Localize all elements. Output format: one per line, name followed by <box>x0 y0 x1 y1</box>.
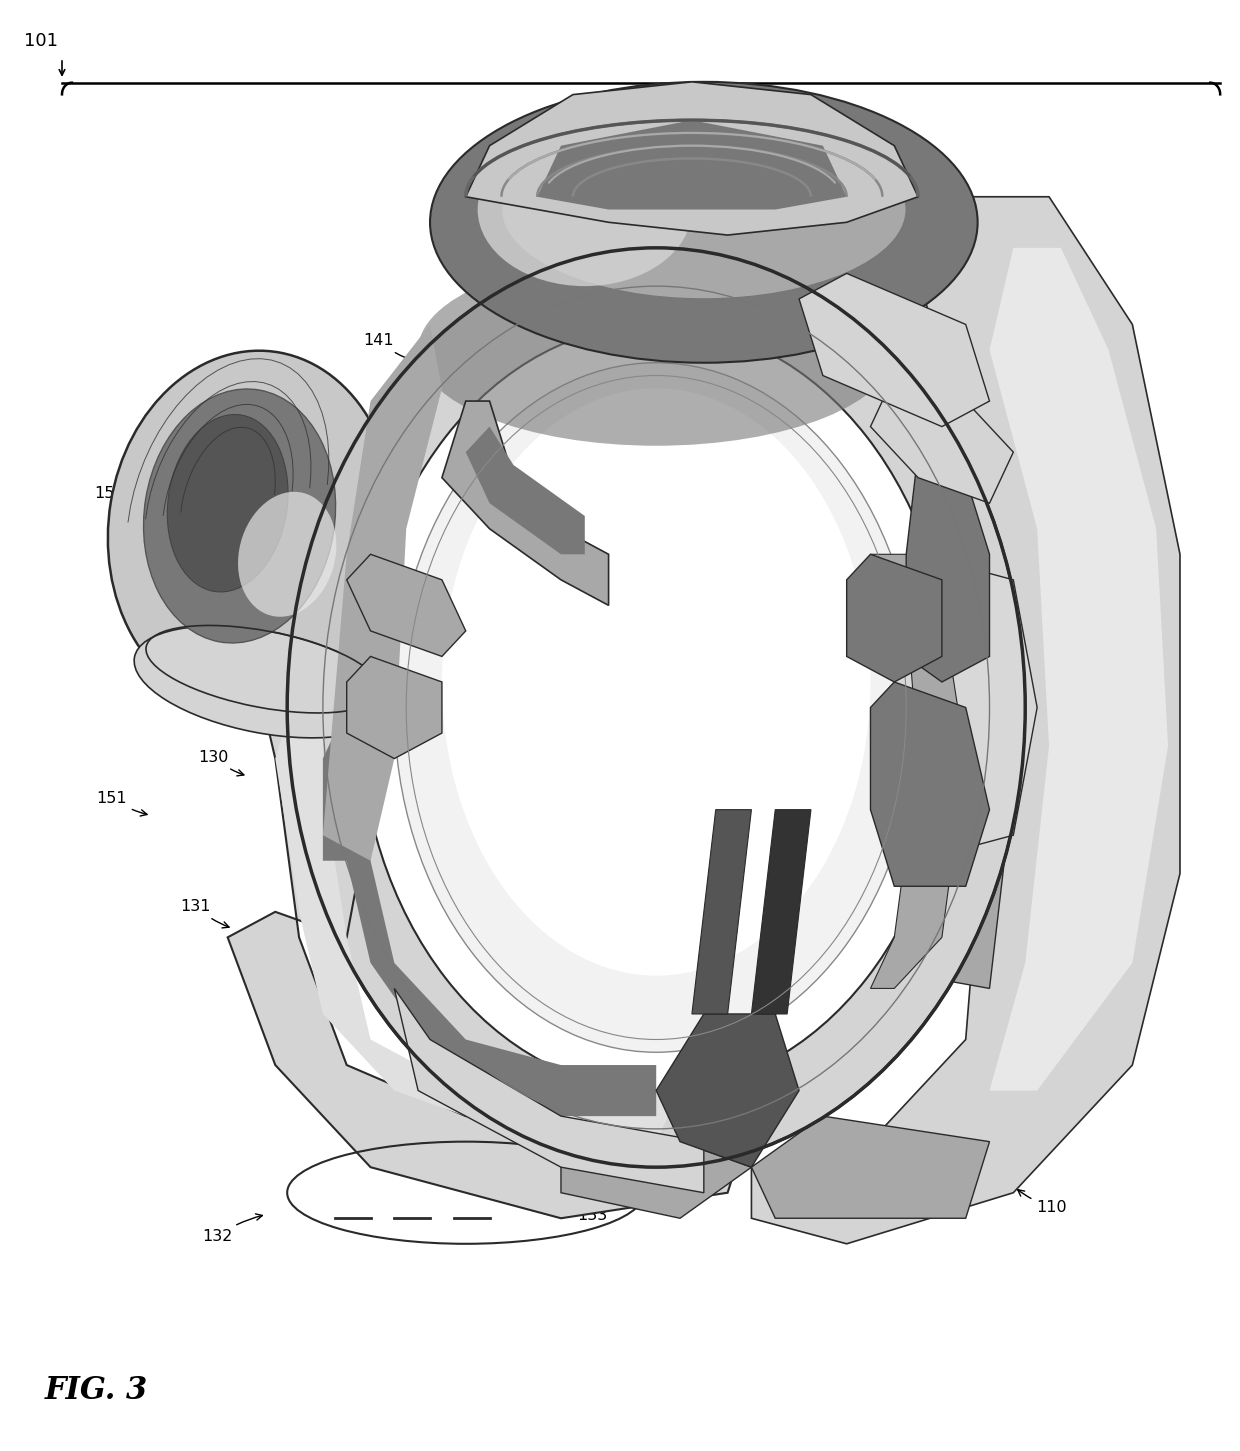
Polygon shape <box>870 682 990 887</box>
Polygon shape <box>990 248 1168 1091</box>
Polygon shape <box>347 656 441 759</box>
Ellipse shape <box>441 389 870 975</box>
Text: 130: 130 <box>198 750 244 776</box>
Ellipse shape <box>418 254 894 445</box>
Polygon shape <box>847 554 942 682</box>
Polygon shape <box>228 631 751 1219</box>
Text: FIG. 3: FIG. 3 <box>45 1374 149 1406</box>
Text: 111: 111 <box>872 1151 901 1175</box>
Polygon shape <box>560 1142 751 1219</box>
Polygon shape <box>322 325 441 860</box>
Text: 140: 140 <box>438 219 486 244</box>
Polygon shape <box>906 453 990 682</box>
Text: 101: 101 <box>24 32 58 49</box>
Polygon shape <box>347 554 466 656</box>
Ellipse shape <box>288 248 1025 1167</box>
Text: 110: 110 <box>1018 1190 1066 1214</box>
Text: 134: 134 <box>687 1120 724 1146</box>
Polygon shape <box>692 810 751 1014</box>
Text: 131: 131 <box>181 900 229 929</box>
Text: 143: 143 <box>971 428 1022 453</box>
Text: 153: 153 <box>289 678 331 704</box>
Polygon shape <box>537 120 847 209</box>
Ellipse shape <box>167 415 288 592</box>
Polygon shape <box>466 427 585 554</box>
Ellipse shape <box>430 81 977 363</box>
Polygon shape <box>870 554 966 988</box>
Polygon shape <box>275 682 680 1142</box>
Polygon shape <box>441 400 609 605</box>
Polygon shape <box>751 197 1180 1244</box>
Text: 112: 112 <box>890 934 930 958</box>
Text: 150: 150 <box>94 486 143 515</box>
Ellipse shape <box>134 625 393 739</box>
Polygon shape <box>751 1116 990 1219</box>
Ellipse shape <box>477 133 692 286</box>
Ellipse shape <box>358 325 954 1091</box>
Text: 152: 152 <box>289 624 334 647</box>
Polygon shape <box>847 605 1013 988</box>
Polygon shape <box>799 273 990 427</box>
Text: 120: 120 <box>466 1106 511 1132</box>
Polygon shape <box>751 810 811 1014</box>
Polygon shape <box>894 554 1037 860</box>
Text: 133: 133 <box>578 1199 616 1223</box>
Polygon shape <box>466 81 918 235</box>
Text: 144: 144 <box>961 547 1007 573</box>
Text: 142: 142 <box>537 180 601 209</box>
Ellipse shape <box>501 120 906 299</box>
Polygon shape <box>870 376 1013 503</box>
Ellipse shape <box>144 389 336 643</box>
Polygon shape <box>394 988 704 1193</box>
Text: 151: 151 <box>97 791 148 815</box>
Polygon shape <box>322 708 656 1116</box>
Ellipse shape <box>108 351 396 707</box>
Polygon shape <box>656 1014 799 1167</box>
Ellipse shape <box>238 492 336 617</box>
Text: 132: 132 <box>202 1214 263 1244</box>
Ellipse shape <box>394 363 918 1052</box>
Text: 141: 141 <box>363 334 415 363</box>
